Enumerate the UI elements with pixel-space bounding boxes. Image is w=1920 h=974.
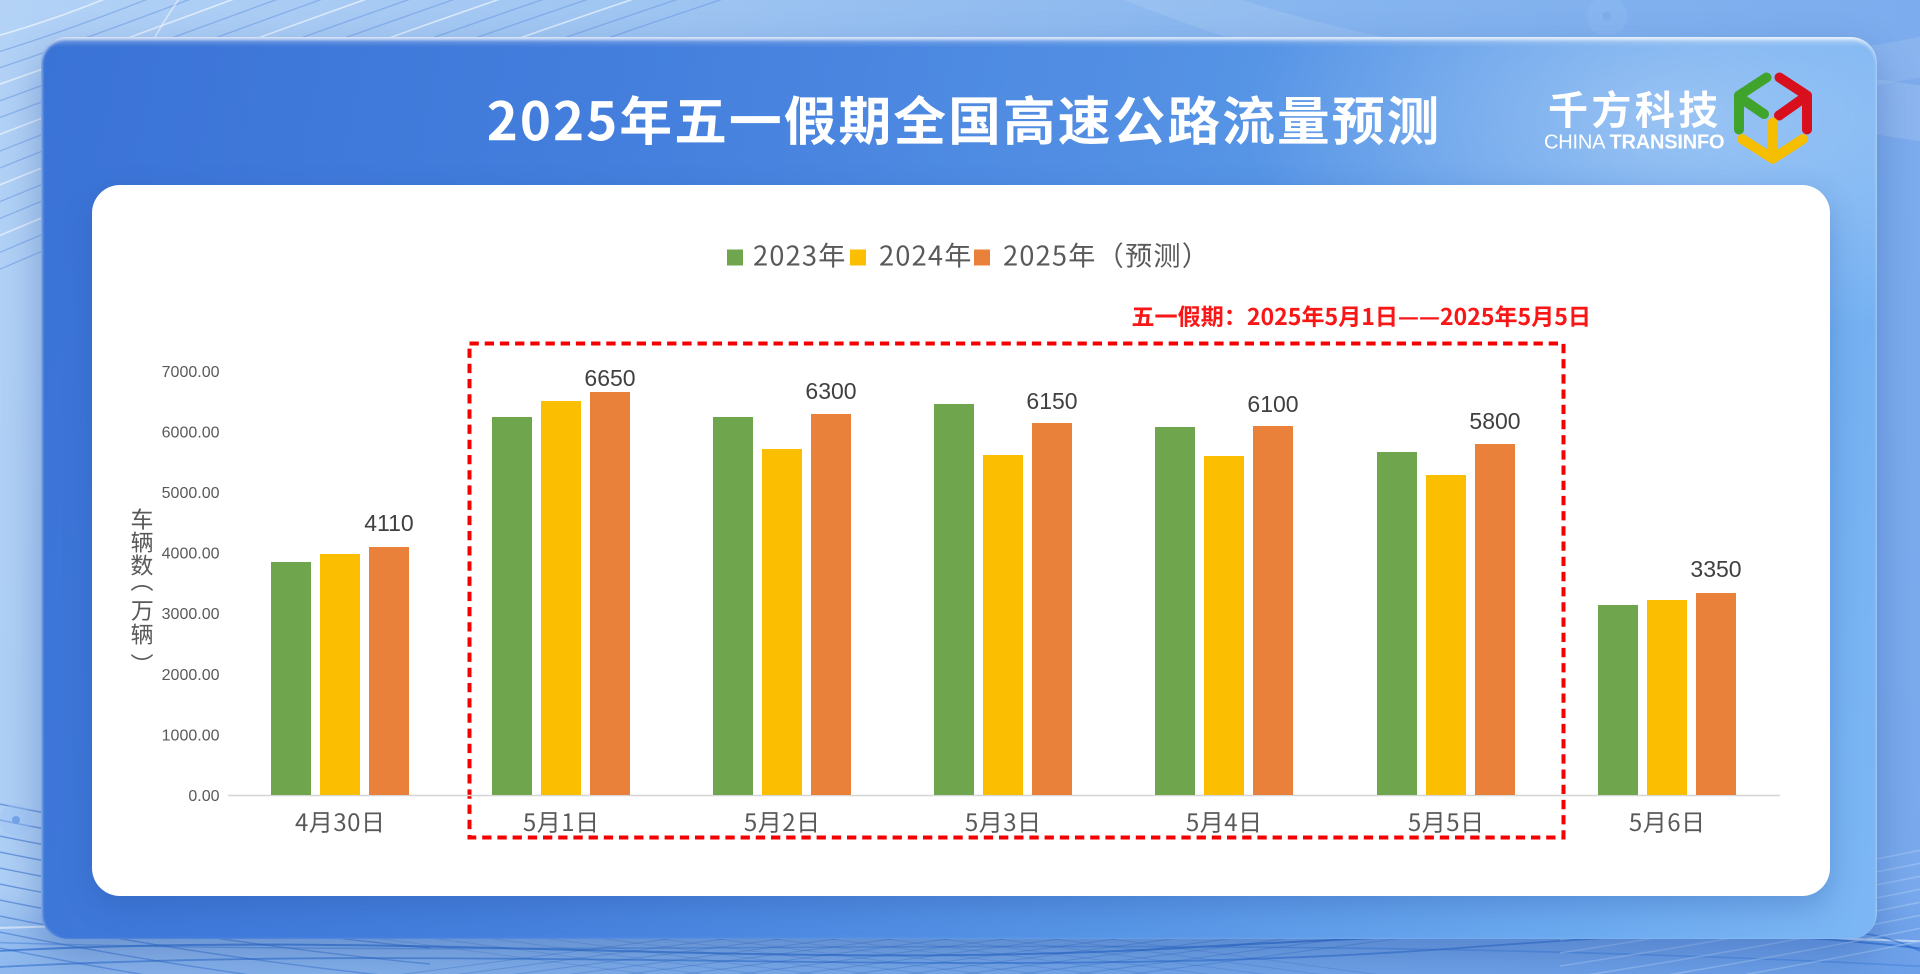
svg-text:4110: 4110 [364,510,413,536]
svg-text:1000.00: 1000.00 [162,728,220,745]
svg-text:CHINA TRANSINFO: CHINA TRANSINFO [1544,132,1724,154]
svg-text:5000.00: 5000.00 [162,485,220,502]
svg-text:3350: 3350 [1690,556,1741,582]
svg-text:7000.00: 7000.00 [162,364,220,381]
svg-text:6150: 6150 [1026,388,1077,414]
svg-text:2000.00: 2000.00 [162,667,220,684]
svg-text:6100: 6100 [1247,391,1298,417]
svg-text:3000.00: 3000.00 [162,606,220,623]
svg-text:0.00: 0.00 [188,788,219,805]
svg-text:6000.00: 6000.00 [162,424,220,441]
svg-text:6650: 6650 [584,365,635,391]
svg-text:5800: 5800 [1469,408,1520,434]
svg-text:4000.00: 4000.00 [162,546,220,563]
svg-text:6300: 6300 [805,378,856,404]
